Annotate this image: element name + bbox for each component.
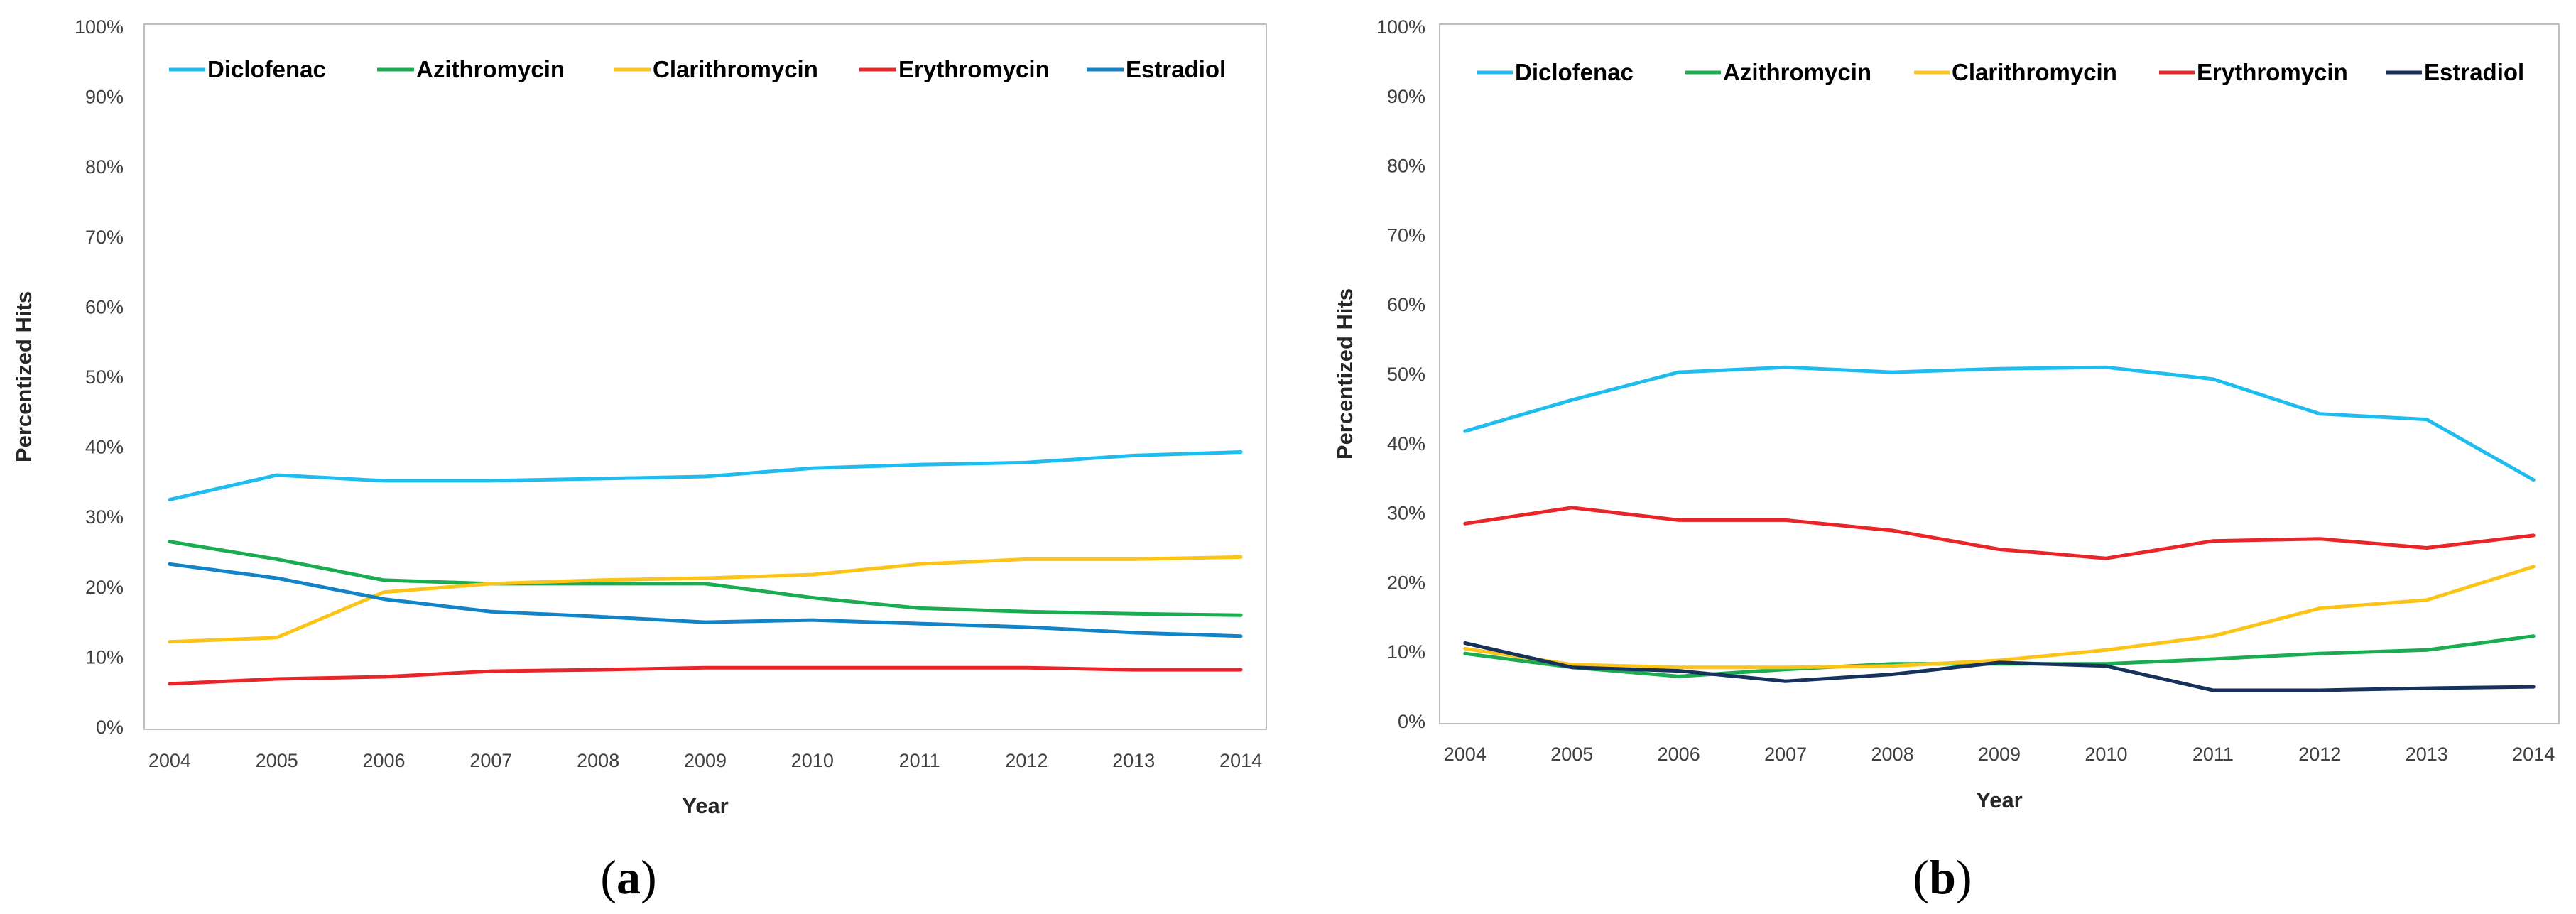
- y-tick-label: 60%: [85, 296, 124, 317]
- y-tick-label: 100%: [1376, 16, 1425, 38]
- y-axis-title: Percentized Hits: [11, 291, 36, 462]
- y-tick-label: 0%: [96, 717, 124, 738]
- legend-label-diclofenac: Diclofenac: [1515, 59, 1634, 85]
- series-line-erythromycin: [168, 665, 1243, 686]
- y-tick-label: 30%: [85, 506, 124, 528]
- chart-panel-b: 0% 10% 20% 30% 40% 50% 60% 70% 80% 90% 100% 2004 200…: [1332, 16, 2560, 904]
- x-tick-label: 2006: [1658, 744, 1700, 765]
- series-line-clarithromycin: [1463, 565, 2536, 670]
- y-tick-label: 20%: [85, 577, 124, 598]
- x-tick-label: 2010: [791, 750, 834, 771]
- panel-label: (b): [1913, 850, 1972, 904]
- legend-label-erythromycin: Erythromycin: [898, 56, 1050, 82]
- plot-area-frame: [143, 23, 1267, 730]
- y-tick-label: 10%: [1387, 641, 1425, 663]
- plot-area-frame: [1439, 23, 2560, 724]
- x-tick-label: 2014: [1219, 750, 1262, 771]
- x-tick-label: 2008: [577, 750, 619, 771]
- x-tick-label: 2005: [256, 750, 298, 771]
- x-tick-label: 2012: [1005, 750, 1048, 771]
- series-line-estradiol: [1463, 641, 2536, 692]
- x-tick-label: 2004: [1444, 744, 1487, 765]
- x-tick-label: 2007: [1764, 744, 1807, 765]
- legend-label-clarithromycin: Clarithromycin: [1952, 59, 2117, 85]
- legend-label-azithromycin: Azithromycin: [416, 56, 565, 82]
- series-line-clarithromycin: [168, 555, 1243, 644]
- legend-label-estradiol: Estradiol: [2424, 59, 2524, 85]
- legend-label-estradiol: Estradiol: [1126, 56, 1226, 82]
- y-tick-label: 50%: [1387, 364, 1425, 385]
- y-tick-label: 50%: [85, 366, 124, 388]
- series-line-diclofenac: [1463, 365, 2536, 482]
- x-axis-title: Year: [682, 793, 729, 818]
- x-tick-label: 2010: [2085, 744, 2127, 765]
- x-tick-label: 2012: [2298, 744, 2341, 765]
- y-tick-label: 70%: [85, 227, 124, 248]
- y-axis-title: Percentized Hits: [1332, 288, 1357, 459]
- series-line-erythromycin: [1463, 506, 2536, 560]
- x-tick-label: 2011: [2192, 744, 2234, 765]
- y-tick-label: 90%: [1387, 86, 1425, 107]
- y-tick-label: 70%: [1387, 224, 1425, 246]
- x-tick-label: 2006: [363, 750, 406, 771]
- y-tick-label: 30%: [1387, 503, 1425, 524]
- x-axis-title: Year: [1976, 788, 2023, 812]
- chart-panel-a: 0% 10% 20% 30% 40% 50% 60% 70% 80% 90% 100% 2004 200…: [11, 16, 1267, 904]
- y-tick-label: 0%: [1398, 711, 1425, 732]
- x-tick-label: 2009: [684, 750, 727, 771]
- y-tick-label: 40%: [85, 437, 124, 458]
- y-tick-label: 40%: [1387, 433, 1425, 455]
- x-tick-label: 2008: [1871, 744, 1914, 765]
- y-tick-label: 100%: [75, 16, 124, 38]
- x-tick-label: 2004: [148, 750, 191, 771]
- legend-label-clarithromycin: Clarithromycin: [653, 56, 818, 82]
- legend-label-erythromycin: Erythromycin: [2197, 59, 2348, 85]
- series-line-azithromycin: [168, 540, 1243, 617]
- y-tick-label: 80%: [85, 156, 124, 178]
- series-line-diclofenac: [168, 450, 1243, 501]
- x-tick-label: 2009: [1978, 744, 2021, 765]
- y-tick-label: 80%: [1387, 156, 1425, 177]
- series-line-estradiol: [168, 562, 1243, 638]
- x-tick-label: 2014: [2512, 744, 2555, 765]
- x-tick-label: 2013: [2406, 744, 2448, 765]
- x-tick-label: 2011: [899, 750, 940, 771]
- y-tick-label: 90%: [85, 87, 124, 108]
- x-tick-label: 2007: [469, 750, 512, 771]
- legend-label-azithromycin: Azithromycin: [1723, 59, 1871, 85]
- legend-label-diclofenac: Diclofenac: [207, 56, 326, 82]
- x-tick-label: 2013: [1112, 750, 1155, 771]
- y-tick-label: 10%: [85, 646, 124, 668]
- x-tick-label: 2005: [1550, 744, 1593, 765]
- y-tick-label: 60%: [1387, 294, 1425, 315]
- panel-label: (a): [600, 850, 656, 904]
- y-tick-label: 20%: [1387, 572, 1425, 593]
